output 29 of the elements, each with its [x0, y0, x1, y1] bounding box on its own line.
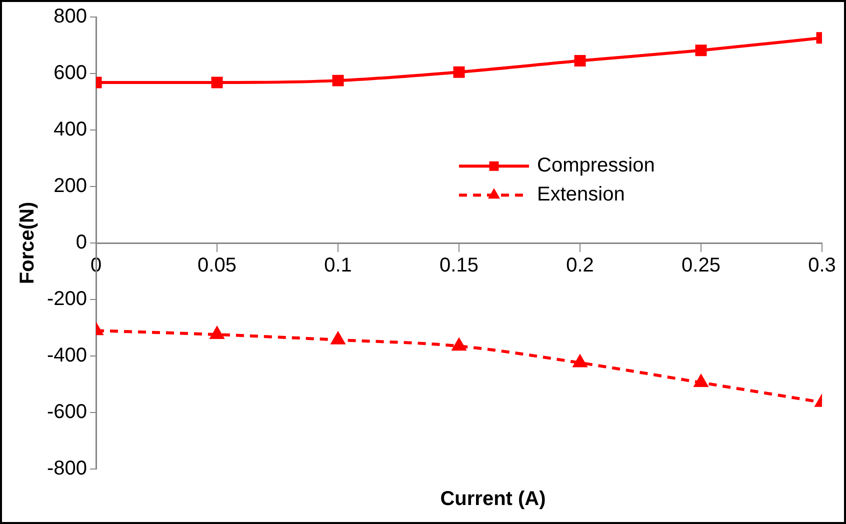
point: [211, 76, 223, 88]
y-tick-label: 0: [76, 232, 88, 254]
y-tick-label: -600: [47, 401, 88, 424]
y-tick-label: 200: [54, 175, 88, 198]
x-axis-title: Current (A): [439, 487, 547, 512]
x-tick-label: 0.15: [440, 254, 478, 277]
point: [332, 74, 344, 86]
point: [574, 55, 586, 67]
point: [694, 375, 708, 388]
legend-label: Compression: [537, 154, 655, 177]
x-tick-label: 0.05: [198, 254, 236, 277]
point: [573, 355, 587, 368]
y-tick-label: 400: [54, 118, 88, 141]
point: [331, 332, 345, 344]
y-tick-label: 600: [54, 62, 88, 84]
x-tick-label: 0.25: [682, 254, 720, 277]
point: [695, 44, 707, 56]
legend-label: Extension: [537, 184, 625, 206]
y-tick-label: 800: [54, 6, 88, 28]
point: [452, 338, 466, 351]
point: [453, 66, 465, 78]
y-tick-label: -400: [47, 344, 88, 367]
x-tick-label: 0.3: [808, 254, 836, 277]
point: [210, 327, 224, 340]
y-axis-title: Force(N): [16, 202, 39, 284]
x-tick-label: 0.1: [324, 254, 352, 277]
y-tick-label: -200: [47, 288, 88, 310]
x-tick-label: 0.2: [566, 254, 594, 277]
y-tick-label: -800: [47, 458, 88, 480]
